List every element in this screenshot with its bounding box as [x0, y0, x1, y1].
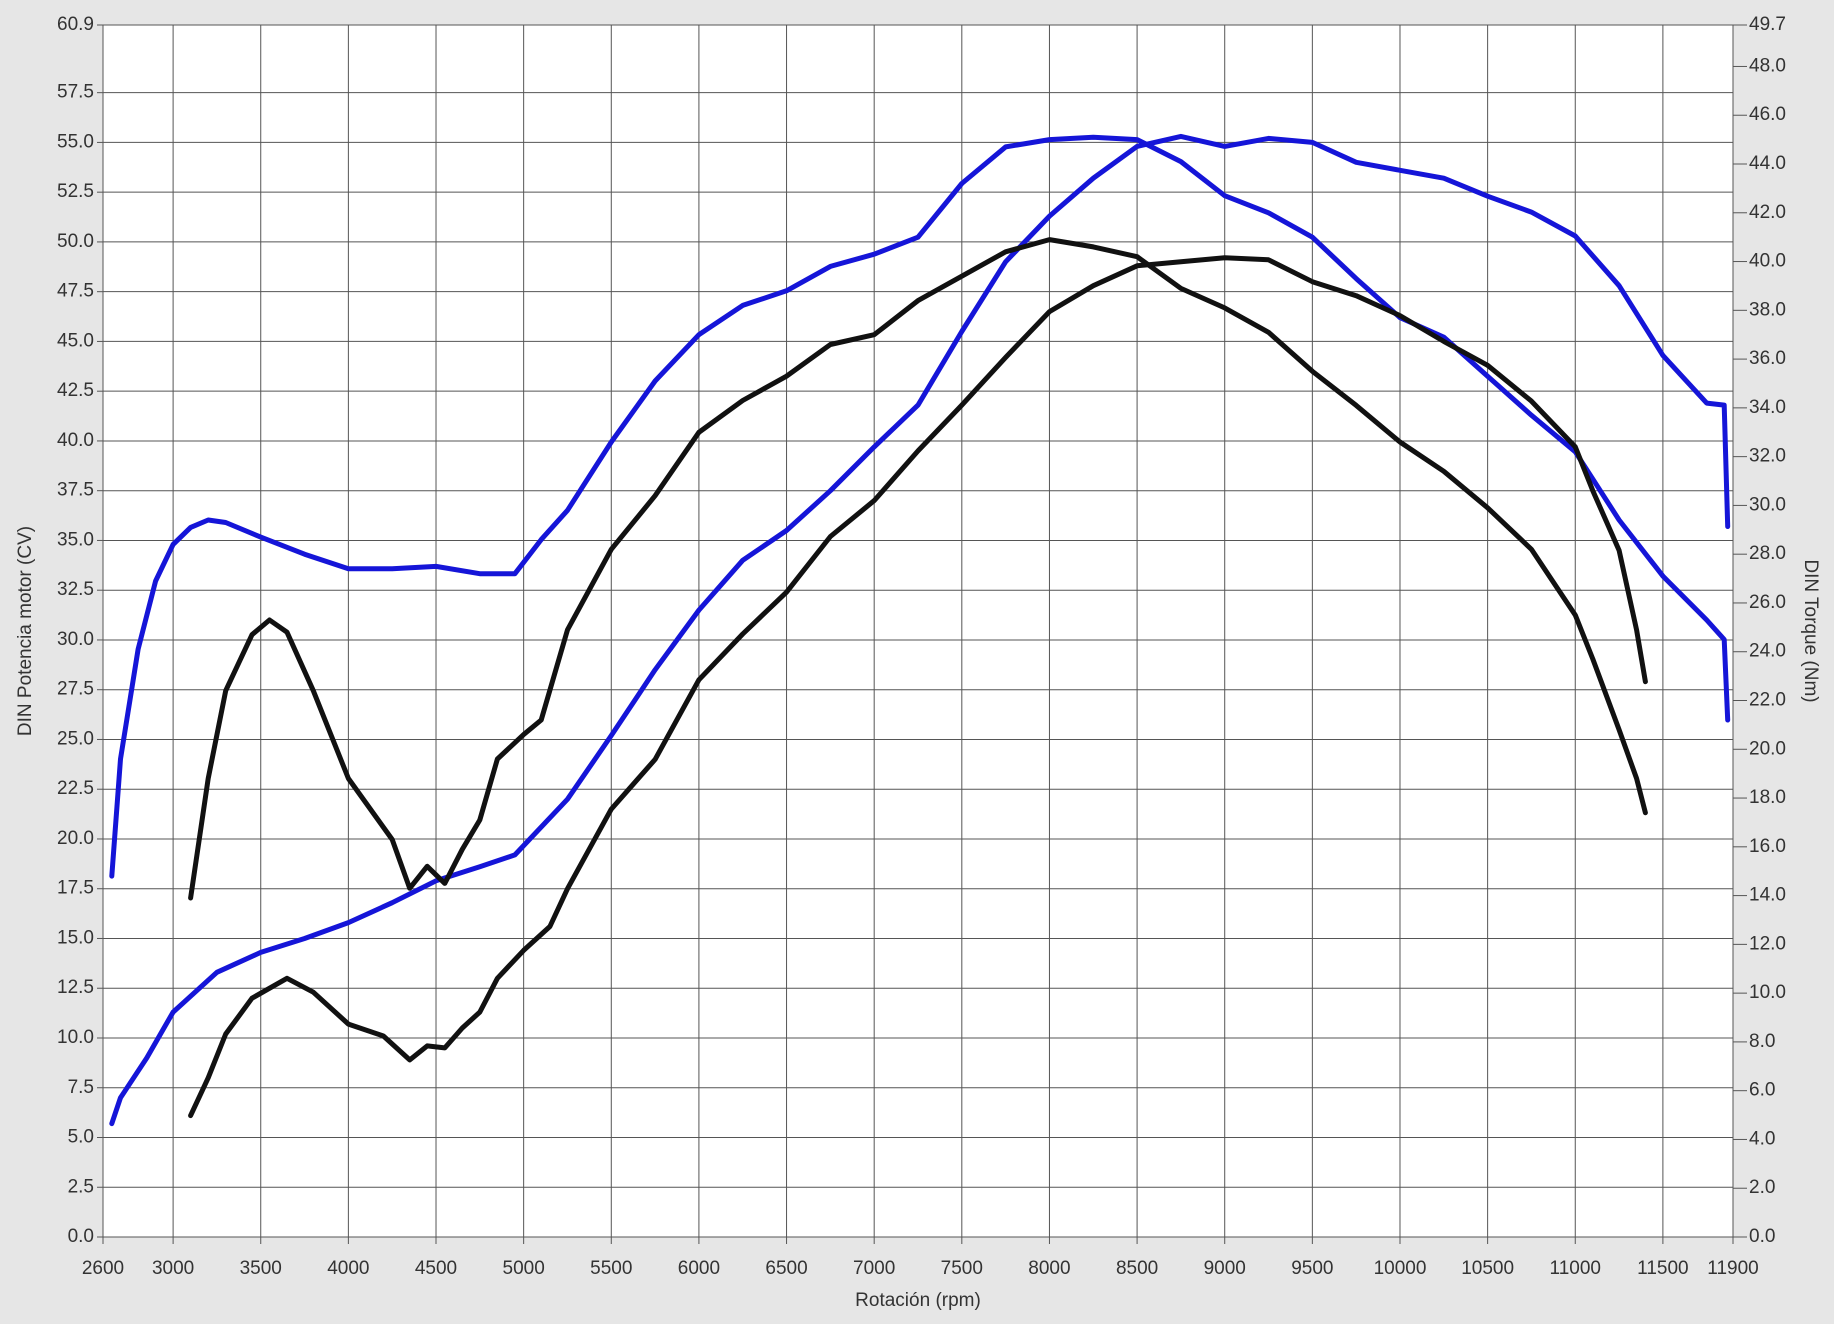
y-tick-label: 7.5	[68, 1077, 94, 1098]
y2-tick-label: 22.0	[1749, 690, 1786, 711]
y2-tick-label: 34.0	[1749, 397, 1786, 418]
y2-axis-title: DIN Torque (Nm)	[1800, 559, 1821, 702]
y2-tick-label: 4.0	[1749, 1128, 1775, 1149]
y-tick-label: 27.5	[57, 679, 94, 700]
x-tick-label: 2600	[82, 1258, 124, 1279]
y-tick-label: 15.0	[57, 927, 94, 948]
y-tick-label: 52.5	[57, 181, 94, 202]
y2-tick-label: 18.0	[1749, 787, 1786, 808]
x-tick-label: 6000	[678, 1258, 720, 1279]
x-tick-label: 8000	[1028, 1258, 1070, 1279]
y2-tick-label: 26.0	[1749, 592, 1786, 613]
y2-tick-label: 2.0	[1749, 1177, 1775, 1198]
x-tick-label: 7000	[853, 1258, 895, 1279]
y-tick-label: 30.0	[57, 629, 94, 650]
x-tick-label: 9000	[1204, 1258, 1246, 1279]
x-tick-label: 5500	[590, 1258, 632, 1279]
y2-tick-label: 48.0	[1749, 55, 1786, 76]
x-tick-label: 10500	[1461, 1258, 1514, 1279]
y2-tick-label: 42.0	[1749, 202, 1786, 223]
y-tick-label: 10.0	[57, 1027, 94, 1048]
x-tick-label: 6500	[765, 1258, 807, 1279]
x-tick-label: 4500	[415, 1258, 457, 1279]
y2-tick-label: 16.0	[1749, 836, 1786, 857]
y2-tick-label: 0.0	[1749, 1226, 1775, 1247]
y-tick-label: 57.5	[57, 82, 94, 103]
y-tick-label: 42.5	[57, 380, 94, 401]
x-tick-label: 11900	[1707, 1258, 1758, 1279]
y2-tick-label: 10.0	[1749, 982, 1786, 1003]
y-axis-title: DIN Potencia motor (CV)	[15, 526, 36, 736]
plot-area	[102, 24, 1734, 1238]
x-tick-label: 3500	[240, 1258, 282, 1279]
y-tick-label: 37.5	[57, 480, 94, 501]
y-tick-label: 22.5	[57, 778, 94, 799]
y-tick-label: 12.5	[57, 977, 94, 998]
y2-tick-label: 24.0	[1749, 641, 1786, 662]
x-axis-title: Rotación (rpm)	[855, 1290, 981, 1311]
series-line	[188, 237, 1648, 901]
y-tick-label: 45.0	[57, 330, 94, 351]
y2-tick-label: 6.0	[1749, 1080, 1775, 1101]
y2-tick-label: 30.0	[1749, 494, 1786, 515]
y-tick-label: 17.5	[57, 878, 94, 899]
y-tick-label: 32.5	[57, 579, 94, 600]
y2-tick-label: 12.0	[1749, 933, 1786, 954]
series-line	[109, 134, 1731, 879]
y-tick-label: 0.0	[68, 1226, 94, 1247]
x-tick-label: 8500	[1116, 1258, 1158, 1279]
x-tick-label: 3000	[152, 1258, 194, 1279]
y2-tick-label: 49.7	[1749, 14, 1786, 35]
y2-tick-label: 44.0	[1749, 153, 1786, 174]
y2-tick-label: 14.0	[1749, 885, 1786, 906]
y-tick-label: 2.5	[68, 1176, 94, 1197]
y2-tick-label: 8.0	[1749, 1031, 1775, 1052]
x-tick-label: 11500	[1637, 1258, 1688, 1279]
y-tick-label: 55.0	[57, 131, 94, 152]
y-tick-label: 60.9	[57, 14, 94, 35]
series-line	[109, 133, 1731, 1127]
y2-tick-label: 38.0	[1749, 299, 1786, 320]
y2-tick-label: 20.0	[1749, 738, 1786, 759]
y-tick-label: 50.0	[57, 231, 94, 252]
x-tick-label: 7500	[941, 1258, 983, 1279]
y-tick-label: 35.0	[57, 529, 94, 550]
series-line	[188, 255, 1648, 1119]
y2-tick-label: 36.0	[1749, 348, 1786, 369]
y-tick-label: 40.0	[57, 430, 94, 451]
x-tick-label: 5000	[503, 1258, 545, 1279]
y-tick-label: 25.0	[57, 728, 94, 749]
y-tick-label: 20.0	[57, 828, 94, 849]
y2-tick-label: 32.0	[1749, 446, 1786, 467]
y2-tick-label: 40.0	[1749, 251, 1786, 272]
y2-tick-label: 28.0	[1749, 543, 1786, 564]
x-tick-label: 4000	[327, 1258, 369, 1279]
y-tick-label: 5.0	[68, 1127, 94, 1148]
x-tick-label: 9500	[1291, 1258, 1333, 1279]
y2-tick-label: 46.0	[1749, 104, 1786, 125]
y-tick-label: 47.5	[57, 281, 94, 302]
x-tick-label: 10000	[1374, 1258, 1427, 1279]
x-tick-label: 11000	[1550, 1258, 1601, 1279]
